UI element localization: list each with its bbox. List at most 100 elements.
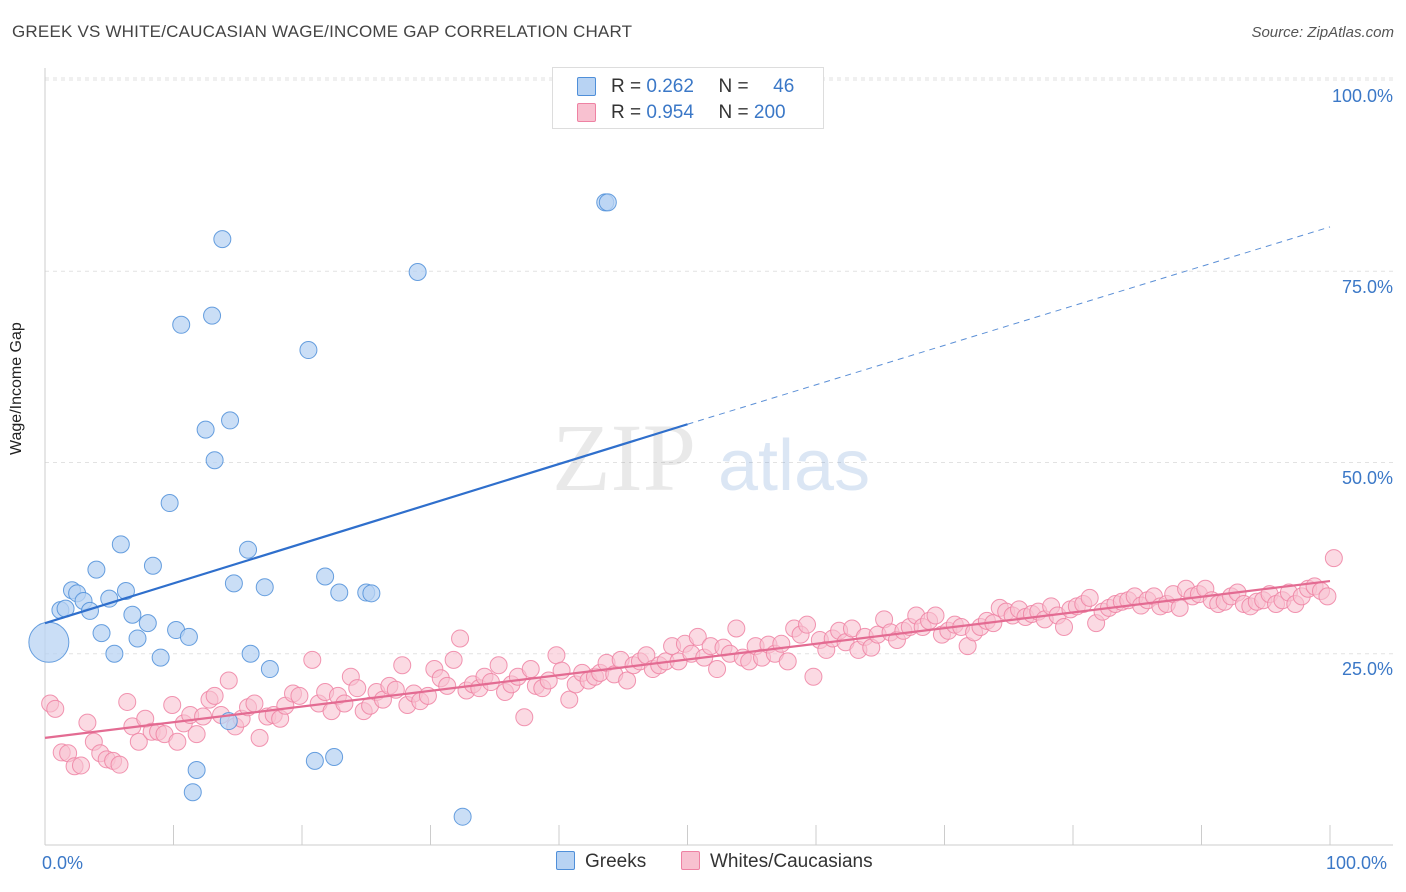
whites-point	[727, 619, 746, 638]
y-axis-label: Wage/Income Gap	[8, 322, 25, 455]
greeks-point	[224, 574, 243, 593]
greeks-point	[203, 306, 222, 325]
whites-point	[1055, 617, 1074, 636]
greeks-point	[408, 263, 427, 282]
whites-point	[303, 650, 322, 669]
greeks-point	[143, 556, 162, 575]
whites-point	[842, 619, 861, 638]
whites-point	[515, 708, 534, 727]
whites-point	[219, 671, 238, 690]
bottom-legend-greeks: Greeks	[556, 851, 646, 873]
greeks-point	[221, 411, 240, 430]
greeks-point	[325, 748, 344, 767]
whites-point	[688, 627, 707, 646]
chart-title: GREEK VS WHITE/CAUCASIAN WAGE/INCOME GAP…	[12, 22, 633, 41]
whites-point	[335, 694, 354, 713]
greeks-point	[87, 560, 106, 579]
greeks-point	[196, 420, 215, 439]
watermark-atlas: atlas	[718, 426, 870, 506]
legend-n-value: 46	[773, 76, 795, 97]
greeks-point	[172, 315, 191, 334]
whites-point	[804, 667, 823, 686]
whites-point	[521, 660, 540, 679]
greeks-trend-line	[44, 423, 688, 625]
greeks-point	[183, 783, 202, 802]
legend-swatch-whites	[577, 103, 596, 122]
whites-point	[547, 646, 566, 665]
whites-point	[778, 652, 797, 671]
greeks-point	[255, 578, 274, 597]
whites-point	[708, 660, 727, 679]
whites-point	[798, 615, 817, 634]
greeks-point	[138, 614, 157, 633]
legend-n-label: N =	[718, 102, 749, 123]
legend-r-value: 0.262	[646, 76, 694, 97]
greeks-point	[28, 621, 70, 663]
greeks-point	[305, 751, 324, 770]
whites-point	[1080, 588, 1099, 607]
whites-point	[1324, 549, 1343, 568]
greeks-point	[316, 567, 335, 586]
whites-point	[187, 725, 206, 744]
greeks-point	[123, 605, 142, 624]
greeks-point	[179, 627, 198, 646]
greeks-point	[241, 644, 260, 663]
whites-point	[1318, 587, 1337, 606]
whites-point	[250, 728, 269, 747]
whites-point	[393, 656, 412, 675]
whites-point	[205, 686, 224, 705]
whites-point	[194, 707, 213, 726]
grid-lines	[45, 77, 1393, 655]
x-tick-label: 0.0%	[42, 853, 84, 873]
whites-point	[560, 690, 579, 709]
whites-point	[438, 676, 457, 695]
legend-r-label: R =	[611, 76, 642, 97]
whites-point	[348, 679, 367, 698]
greeks-point	[160, 494, 179, 513]
legend-label-greeks: Greeks	[585, 851, 647, 872]
axes	[44, 68, 1393, 846]
whites-point	[163, 696, 182, 715]
whites-trend-line	[44, 579, 1331, 739]
trend-lines	[44, 226, 1331, 739]
watermark: ZIP atlas	[552, 404, 870, 511]
series-greeks-points	[28, 193, 617, 826]
whites-point	[46, 699, 65, 718]
greeks-point	[453, 807, 472, 826]
whites-point	[78, 713, 97, 732]
greeks-point	[116, 582, 135, 601]
whites-point	[110, 755, 129, 774]
greeks-point	[330, 583, 349, 602]
y-tick-label: 75.0%	[1341, 277, 1393, 297]
greeks-point	[151, 648, 170, 667]
greeks-point	[299, 341, 318, 360]
greeks-point	[239, 540, 258, 559]
whites-point	[290, 686, 309, 705]
greeks-point	[187, 761, 206, 780]
greeks-point	[260, 660, 279, 679]
whites-point	[168, 732, 187, 751]
greeks-trend-extension	[687, 226, 1331, 425]
greeks-point	[598, 193, 617, 212]
correlation-legend: R = 0.262 N = 46 R = 0.954 N = 200	[552, 67, 824, 129]
legend-n-label: N =	[718, 76, 749, 97]
greeks-point	[92, 624, 111, 643]
greeks-point	[111, 535, 130, 554]
greeks-point	[128, 629, 147, 648]
y-tick-label: 100.0%	[1331, 86, 1393, 106]
legend-swatch-greeks	[556, 851, 575, 870]
whites-point	[245, 694, 264, 713]
greeks-point	[105, 644, 124, 663]
greeks-point	[362, 584, 381, 603]
legend-swatch-whites	[681, 851, 700, 870]
legend-swatch-greeks	[577, 77, 596, 96]
greeks-point	[213, 230, 232, 249]
y-tick-label: 50.0%	[1341, 468, 1393, 488]
whites-point	[451, 629, 470, 648]
whites-point	[926, 606, 945, 625]
whites-point	[129, 732, 148, 751]
y-tick-label: 25.0%	[1341, 659, 1393, 679]
whites-point	[489, 656, 508, 675]
source-label: Source: ZipAtlas.com	[1251, 24, 1394, 41]
